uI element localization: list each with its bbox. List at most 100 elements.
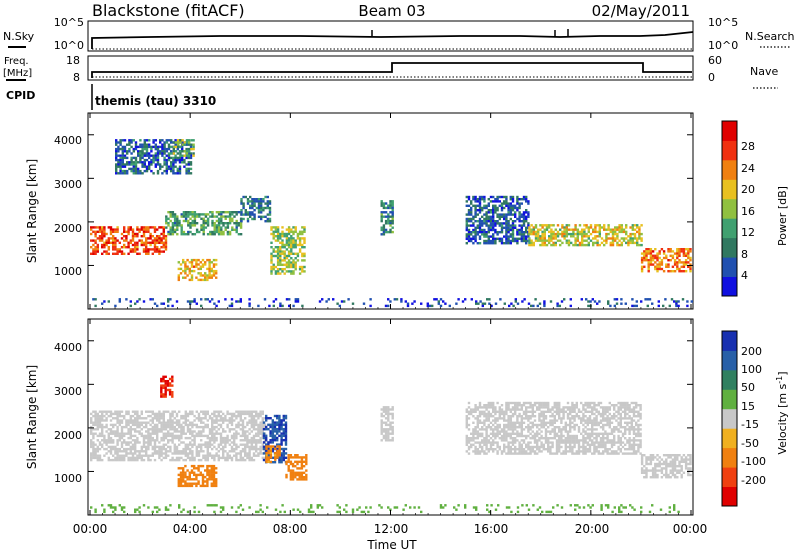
data-cell <box>175 421 179 424</box>
data-cell <box>505 233 508 236</box>
data-cell <box>287 259 291 262</box>
data-cell <box>201 265 205 268</box>
data-cell <box>173 428 176 431</box>
data-cell <box>485 415 488 418</box>
data-cell <box>188 278 191 282</box>
data-cell <box>571 434 574 438</box>
data-cell <box>273 414 277 418</box>
data-cell <box>244 430 247 433</box>
data-cell <box>176 215 179 218</box>
data-cell <box>177 145 180 149</box>
data-cell <box>184 219 188 223</box>
data-cell <box>536 408 539 411</box>
data-cell <box>202 230 205 234</box>
data-cell <box>387 408 390 411</box>
data-cell <box>215 478 218 481</box>
data-cell <box>161 152 164 155</box>
data-cell <box>201 482 205 485</box>
data-cell <box>516 217 519 221</box>
data-cell <box>158 414 161 418</box>
data-cell <box>153 241 157 244</box>
data-cell <box>472 428 475 431</box>
data-cell <box>94 414 97 418</box>
data-cell <box>505 226 508 229</box>
data-cell <box>594 235 597 238</box>
data-cell <box>252 445 256 449</box>
data-cell <box>259 423 262 427</box>
data-cell <box>167 139 171 142</box>
data-cell <box>211 428 214 431</box>
data-cell <box>294 261 297 264</box>
data-cell <box>197 467 200 470</box>
data-cell <box>173 434 176 438</box>
data-cell <box>134 147 138 151</box>
data-cell <box>132 167 135 171</box>
data-cell <box>472 217 475 221</box>
data-cell <box>487 211 490 214</box>
data-cell <box>213 226 216 229</box>
data-cell <box>527 445 530 449</box>
data-cell <box>195 265 198 268</box>
data-cell <box>226 226 230 229</box>
data-cell <box>298 478 301 481</box>
data-cell <box>389 215 392 218</box>
data-cell <box>145 152 149 155</box>
data-cell <box>566 417 570 420</box>
data-cell <box>142 417 146 420</box>
data-cell <box>140 447 143 451</box>
data-cell <box>649 256 653 260</box>
data-cell <box>503 428 506 431</box>
data-cell <box>255 206 258 210</box>
data-cell <box>301 259 304 262</box>
data-cell <box>140 243 143 247</box>
data-cell <box>507 222 510 225</box>
data-cell <box>503 302 506 305</box>
data-cell <box>283 252 286 255</box>
data-cell <box>195 425 198 429</box>
data-cell <box>276 248 280 251</box>
data-cell <box>570 228 573 231</box>
data-cell <box>178 439 181 442</box>
data-cell <box>485 430 488 433</box>
data-cell <box>483 228 486 232</box>
data-cell <box>165 219 168 223</box>
data-cell <box>276 257 280 260</box>
data-cell <box>201 478 205 481</box>
data-cell <box>160 421 163 424</box>
data-cell <box>536 441 539 444</box>
data-cell <box>126 163 129 166</box>
data-cell <box>494 428 497 431</box>
data-cell <box>120 432 124 435</box>
data-cell <box>162 417 165 420</box>
data-cell <box>156 163 160 166</box>
data-cell <box>552 243 555 247</box>
data-cell <box>226 230 230 234</box>
data-cell <box>176 156 179 160</box>
data-cell <box>511 426 515 429</box>
data-cell <box>564 443 567 446</box>
data-cell <box>255 454 258 457</box>
data-cell <box>505 224 508 227</box>
data-cell <box>534 239 538 242</box>
data-cell <box>94 235 97 238</box>
data-cell <box>174 158 177 162</box>
data-cell <box>253 213 256 216</box>
data-cell <box>96 454 99 457</box>
data-cell <box>246 213 250 216</box>
data-cell <box>222 439 225 442</box>
data-cell <box>483 213 486 216</box>
data-cell <box>530 241 533 245</box>
data-cell <box>514 226 517 229</box>
data-cell <box>125 230 128 233</box>
data-cell <box>616 243 619 247</box>
data-cell <box>119 154 122 157</box>
data-cell <box>162 237 165 240</box>
data-cell <box>114 239 117 242</box>
data-cell <box>138 228 141 231</box>
data-cell <box>164 237 168 240</box>
data-cell <box>143 165 146 168</box>
data-cell <box>640 270 644 273</box>
data-cell <box>215 436 218 440</box>
data-cell <box>547 401 550 405</box>
data-cell <box>296 454 299 457</box>
